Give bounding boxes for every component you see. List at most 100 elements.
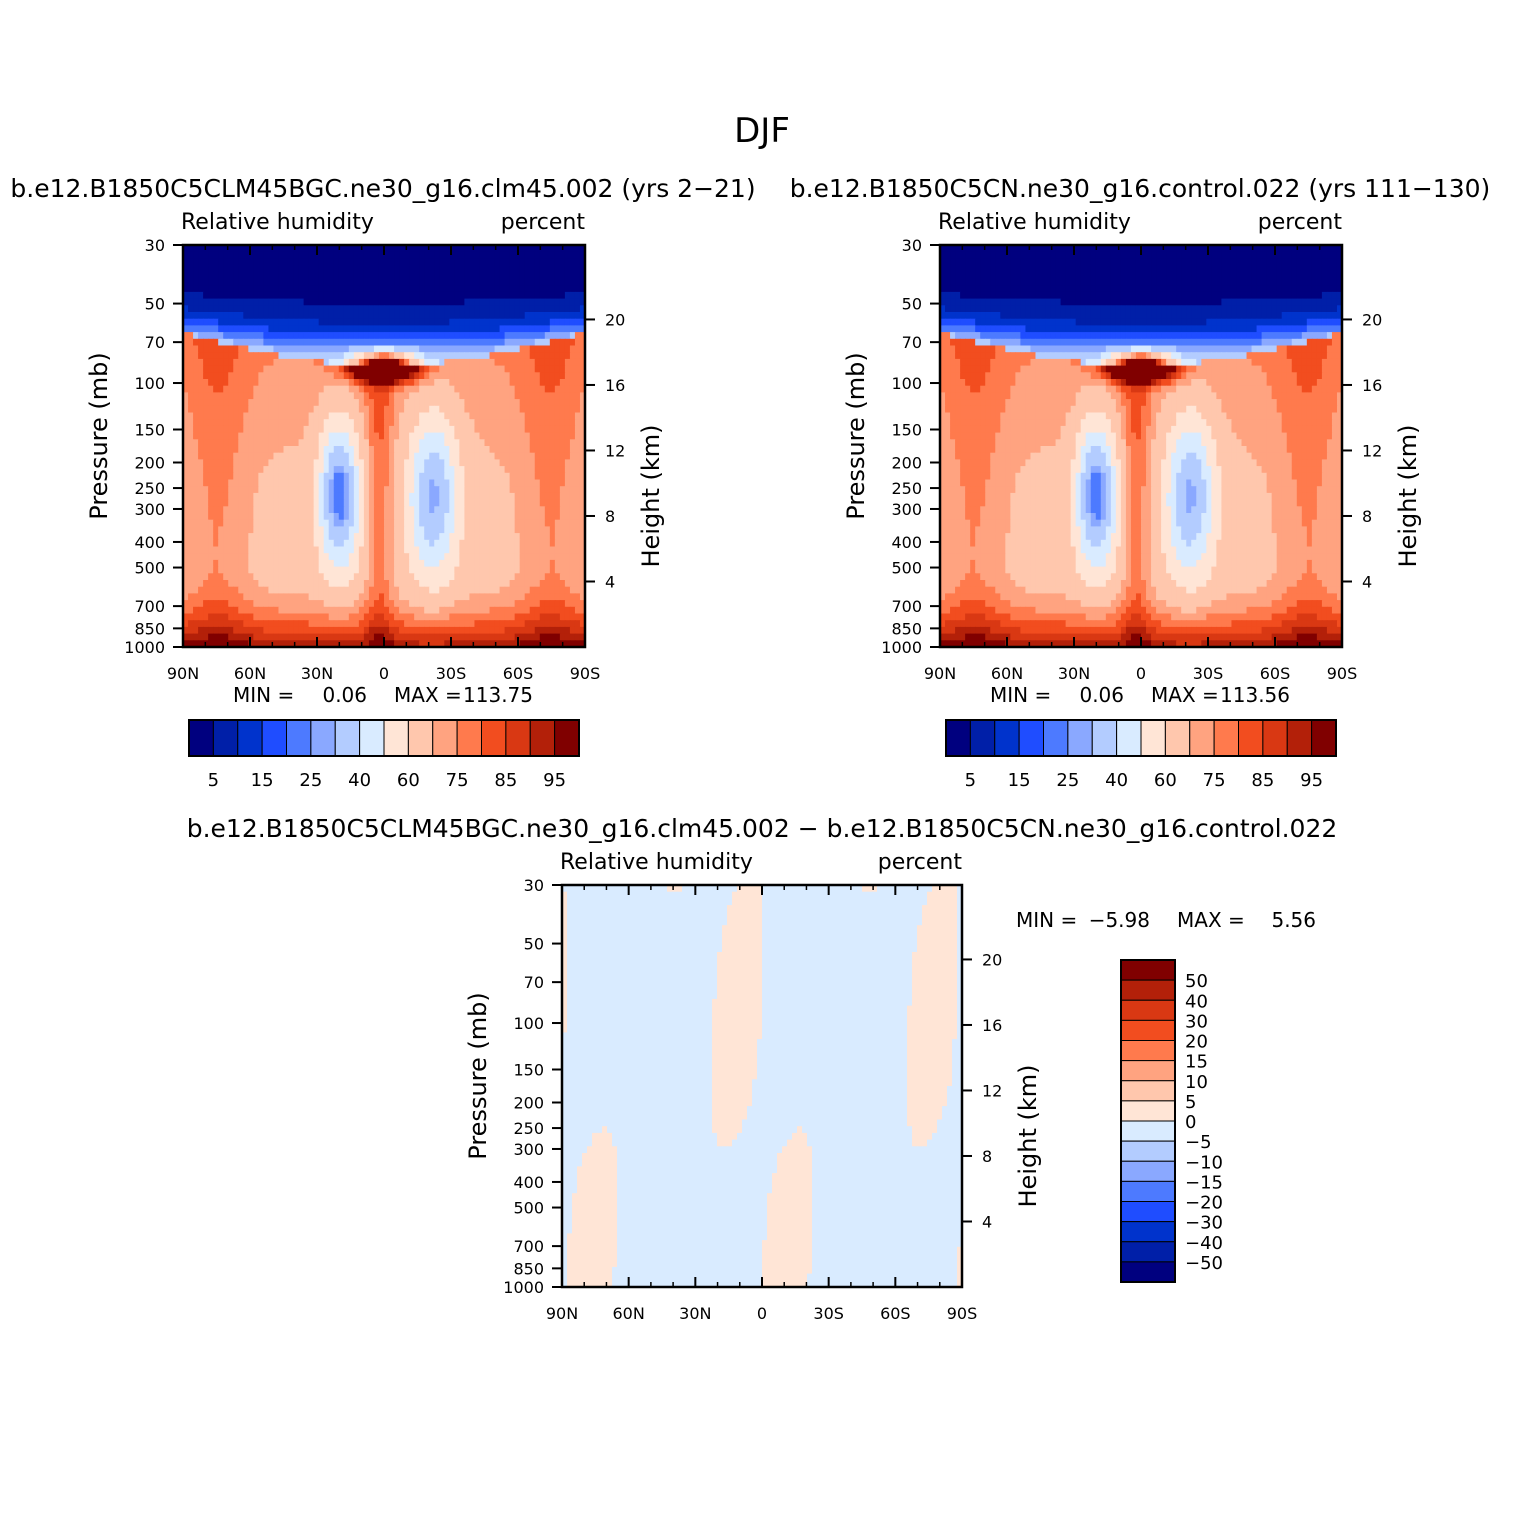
contour-cell — [404, 251, 410, 259]
contour-cell — [248, 566, 254, 574]
contour-cell — [368, 593, 375, 601]
contour-cell — [213, 399, 219, 407]
contour-cell — [293, 345, 300, 353]
contour-cell — [424, 325, 430, 333]
contour-cell — [404, 466, 410, 474]
contour-cell — [554, 312, 561, 320]
contour-cell — [218, 519, 224, 527]
contour-cell — [489, 318, 496, 326]
contour-cell — [373, 379, 380, 387]
contour-cell — [293, 593, 300, 601]
contour-cell — [203, 606, 209, 615]
contour-cell — [574, 620, 581, 628]
contour-cell — [514, 559, 521, 568]
contour-cell — [529, 566, 536, 574]
contour-cell — [414, 506, 420, 514]
contour-cell — [238, 519, 244, 527]
contour-cell — [544, 392, 551, 400]
contour-cell — [389, 432, 395, 440]
contour-cell — [544, 291, 551, 300]
contour-cell — [444, 566, 450, 574]
contour-cell — [449, 546, 455, 554]
contour-cell — [544, 271, 551, 280]
contour-cell — [499, 258, 506, 266]
contour-cell — [283, 513, 290, 521]
contour-cell — [203, 278, 209, 286]
contour-cell — [333, 499, 340, 507]
contour-cell — [333, 620, 340, 628]
contour-cell — [394, 553, 400, 561]
contour-cell — [519, 573, 526, 581]
contour-cell — [258, 278, 264, 286]
contour-cell — [313, 606, 320, 615]
contour-cell — [539, 626, 546, 635]
contour-cell — [464, 633, 471, 641]
contour-cell — [544, 325, 551, 333]
contour-cell — [574, 533, 581, 541]
contour-cell — [569, 559, 576, 568]
contour-cell — [464, 539, 471, 548]
contour-cell — [444, 580, 450, 588]
contour-cell — [313, 312, 320, 320]
contour-cell — [293, 606, 300, 615]
contour-cell — [534, 392, 541, 400]
contour-cell — [414, 285, 420, 293]
contour-cell — [574, 379, 581, 387]
contour-cell — [579, 338, 586, 347]
contour-cell — [273, 459, 280, 467]
contour-cell — [318, 506, 325, 514]
contour-cell — [283, 412, 290, 420]
contour-cell — [464, 606, 471, 615]
contour-cell — [368, 352, 375, 360]
contour-cell — [399, 499, 405, 507]
contour-cell — [449, 506, 455, 514]
contour-cell — [474, 439, 481, 447]
contour-cell — [504, 345, 511, 353]
contour-cell — [228, 539, 234, 548]
contour-cell — [534, 586, 541, 594]
contour-cell — [449, 372, 455, 380]
contour-cell — [424, 265, 430, 273]
contour-cell — [363, 526, 370, 534]
contour-cell — [449, 620, 455, 628]
contour-cell — [394, 245, 400, 253]
contour-cell — [353, 606, 360, 615]
contour-cell — [479, 379, 486, 387]
contour-cell — [278, 432, 285, 440]
contour-cell — [188, 405, 194, 414]
contour-cell — [559, 285, 566, 293]
contour-cell — [384, 466, 390, 474]
contour-cell — [288, 258, 295, 266]
contour-cell — [459, 352, 465, 360]
contour-cell — [208, 613, 214, 621]
contour-cell — [1251, 245, 1258, 253]
contour-cell — [499, 466, 506, 474]
contour-cell — [183, 405, 189, 414]
contour-cell — [399, 492, 405, 501]
contour-cell — [569, 533, 576, 541]
contour-cell — [188, 446, 194, 454]
contour-cell — [449, 573, 455, 581]
contour-cell — [569, 385, 576, 393]
contour-cell — [363, 265, 370, 273]
contour-cell — [263, 332, 270, 340]
contour-cell — [539, 519, 546, 527]
contour-cell — [363, 472, 370, 481]
contour-cell — [228, 291, 234, 300]
contour-cell — [499, 626, 506, 635]
contour-cell — [288, 285, 295, 293]
contour-cell — [303, 472, 310, 481]
contour-cell — [424, 566, 430, 574]
contour-cell — [313, 405, 320, 414]
contour-cell — [529, 399, 536, 407]
contour-cell — [574, 318, 581, 326]
contour-cell — [378, 412, 385, 420]
contour-cell — [233, 499, 239, 507]
contour-cell — [429, 258, 435, 266]
contour-cell — [243, 358, 249, 367]
contour-cell — [409, 600, 415, 608]
contour-cell — [494, 251, 501, 259]
contour-cell — [303, 305, 310, 313]
contour-cell — [494, 439, 501, 447]
contour-cell — [554, 325, 561, 333]
